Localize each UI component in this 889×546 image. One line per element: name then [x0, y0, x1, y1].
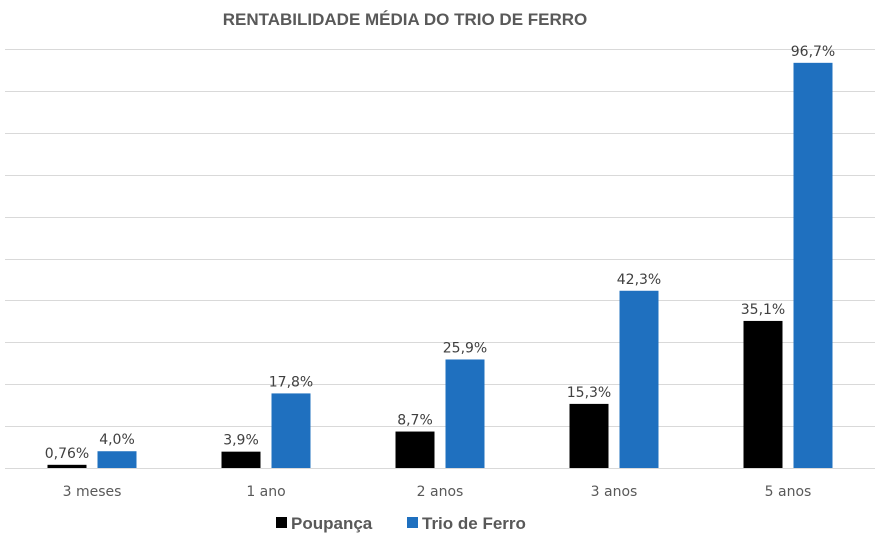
bar-poupanca: [743, 320, 783, 468]
legend-swatch-icon: [276, 517, 287, 528]
bar-poupanca: [569, 403, 609, 468]
category-label: 2 anos: [417, 484, 464, 500]
data-labels: 0,76% 4,0% 3,9% 17,8% 8,7% 25,9% 15,3% 42,3% 35,…: [45, 44, 835, 462]
bar-trio-de-ferro: [97, 451, 137, 468]
bar-trio-de-ferro: [619, 290, 659, 468]
category-label: 5 anos: [765, 484, 812, 500]
bar-poupanca: [47, 464, 87, 468]
bar-poupanca: [395, 431, 435, 468]
legend: Poupança Trio de Ferro: [276, 514, 526, 533]
data-label: 4,0%: [99, 432, 135, 448]
category-label: 3 meses: [63, 484, 122, 500]
gridlines: [5, 49, 875, 469]
category-labels: 3 meses 1 ano 2 anos 3 anos 5 anos: [63, 484, 812, 500]
data-label: 8,7%: [397, 413, 433, 429]
bar-poupanca: [221, 451, 261, 468]
legend-label: Trio de Ferro: [422, 514, 526, 533]
data-label: 15,3%: [567, 385, 611, 401]
bars: [47, 62, 833, 469]
data-label: 3,9%: [223, 433, 259, 449]
bar-trio-de-ferro: [271, 393, 311, 468]
data-label: 35,1%: [741, 302, 785, 318]
data-label: 17,8%: [269, 374, 313, 390]
data-label: 25,9%: [443, 340, 487, 356]
bar-trio-de-ferro: [793, 62, 833, 469]
data-label: 0,76%: [45, 446, 89, 462]
bar-trio-de-ferro: [445, 359, 485, 468]
legend-swatch-icon: [407, 517, 418, 528]
data-label: 42,3%: [617, 272, 661, 288]
legend-label: Poupança: [291, 514, 373, 533]
chart-title: RENTABILIDADE MÉDIA DO TRIO DE FERRO: [223, 10, 588, 29]
data-label: 96,7%: [791, 44, 835, 60]
category-label: 3 anos: [591, 484, 638, 500]
category-label: 1 ano: [246, 484, 285, 500]
